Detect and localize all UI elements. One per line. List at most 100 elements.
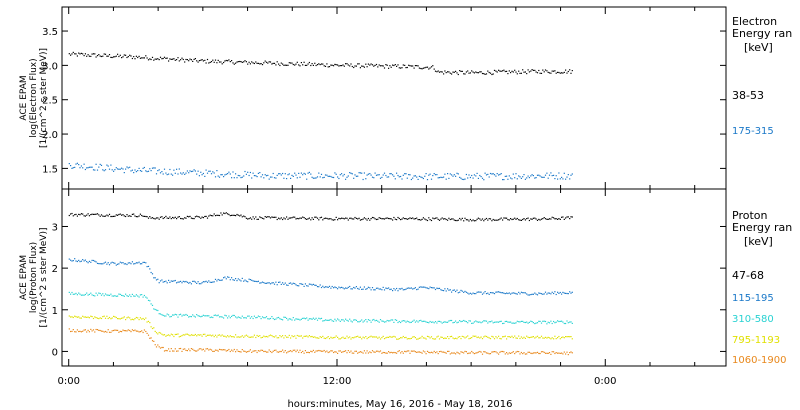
data-point xyxy=(354,287,356,289)
data-point xyxy=(133,56,135,58)
data-point xyxy=(168,279,170,281)
data-point xyxy=(228,213,230,216)
data-point xyxy=(74,258,76,260)
data-point xyxy=(536,219,539,221)
data-point xyxy=(526,353,528,355)
data-point xyxy=(122,56,124,58)
data-point xyxy=(528,219,530,222)
data-point xyxy=(507,336,509,338)
data-point xyxy=(539,72,541,74)
data-point xyxy=(369,287,371,289)
data-point xyxy=(68,315,70,317)
data-point xyxy=(163,217,166,219)
data-point xyxy=(553,217,555,219)
data-point xyxy=(310,173,312,175)
data-point xyxy=(499,351,501,353)
data-point xyxy=(225,350,227,352)
data-point xyxy=(398,320,400,323)
data-point xyxy=(68,163,70,165)
data-point xyxy=(417,65,419,67)
data-point xyxy=(540,218,543,220)
data-point xyxy=(461,335,463,337)
data-point xyxy=(347,175,349,177)
data-point xyxy=(180,347,182,350)
data-point xyxy=(465,351,467,353)
data-point xyxy=(503,292,505,294)
data-point xyxy=(491,73,493,76)
data-point xyxy=(126,166,128,168)
data-point xyxy=(135,316,137,319)
data-point xyxy=(241,349,243,351)
data-point xyxy=(467,177,469,179)
data-point xyxy=(520,351,522,354)
data-point xyxy=(295,63,297,65)
data-point xyxy=(306,335,308,337)
data-point xyxy=(151,327,154,330)
data-point xyxy=(99,329,101,332)
data-point xyxy=(451,73,453,75)
data-point xyxy=(355,286,357,288)
data-point xyxy=(269,217,272,219)
data-point xyxy=(518,335,520,337)
data-point xyxy=(237,214,239,216)
data-point xyxy=(125,168,127,170)
data-point xyxy=(335,216,337,218)
data-point xyxy=(84,215,86,217)
data-point xyxy=(500,292,502,294)
data-point xyxy=(303,335,305,337)
data-point xyxy=(224,335,226,337)
data-point xyxy=(523,336,525,338)
data-point xyxy=(401,320,403,322)
data-point xyxy=(516,73,518,75)
data-point xyxy=(542,218,544,220)
data-point xyxy=(392,174,394,176)
data-point xyxy=(558,172,560,174)
data-point xyxy=(162,314,164,316)
data-point xyxy=(543,71,545,73)
data-point xyxy=(496,321,498,323)
data-point xyxy=(104,53,107,55)
data-point xyxy=(432,287,434,289)
data-point xyxy=(106,294,108,296)
data-point xyxy=(485,320,488,322)
data-point xyxy=(279,173,281,175)
data-point xyxy=(355,65,357,67)
data-point xyxy=(381,218,383,220)
data-point xyxy=(221,316,223,318)
data-point xyxy=(452,352,454,354)
data-point xyxy=(401,351,403,353)
data-point xyxy=(173,335,175,338)
data-point xyxy=(544,174,547,176)
data-point xyxy=(420,351,422,353)
plot-frame xyxy=(61,188,727,367)
data-point xyxy=(496,173,498,175)
data-point xyxy=(108,264,111,266)
data-point xyxy=(206,348,209,350)
data-point xyxy=(479,71,481,73)
data-point xyxy=(275,335,277,337)
data-point xyxy=(181,282,183,284)
data-point xyxy=(491,173,493,175)
data-point xyxy=(221,214,223,216)
data-point xyxy=(550,320,552,322)
data-point xyxy=(553,320,555,323)
data-point xyxy=(130,319,132,321)
data-point xyxy=(223,349,225,351)
data-point xyxy=(159,313,162,315)
data-point xyxy=(86,316,88,318)
data-point xyxy=(223,335,225,337)
data-point xyxy=(362,352,364,354)
data-point xyxy=(392,319,394,321)
data-point xyxy=(412,65,414,67)
data-point xyxy=(323,337,325,339)
data-point xyxy=(445,337,447,339)
data-point xyxy=(217,314,219,316)
data-point xyxy=(367,173,369,175)
data-point xyxy=(264,282,266,284)
data-point xyxy=(481,353,484,355)
data-point xyxy=(275,349,277,351)
data-point xyxy=(94,316,96,318)
data-point xyxy=(110,331,112,333)
